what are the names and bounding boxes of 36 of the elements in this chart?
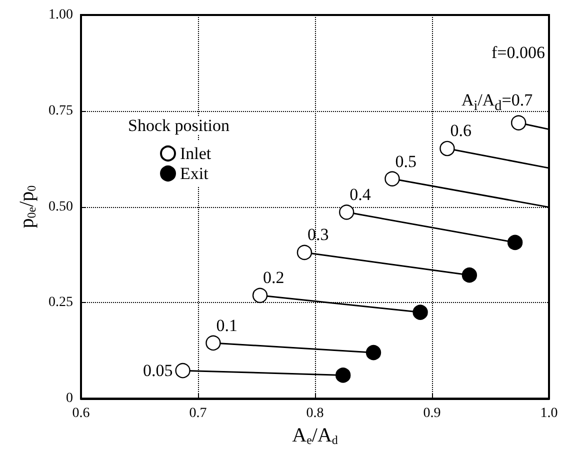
point (366, 344, 382, 360)
annotation: 0.5 (395, 152, 416, 171)
annotation: 0.05 (143, 360, 173, 380)
point (384, 171, 400, 186)
annotation: A$_{i}$/A$_{d}$=0.7 (461, 90, 533, 115)
y-tick-label: 0 (66, 391, 73, 406)
annotation: 0.1 (216, 316, 238, 335)
point (462, 267, 478, 283)
x-tick-label: 0.7 (189, 406, 207, 422)
point (440, 140, 455, 156)
y-tick-label: 0.50 (48, 199, 73, 214)
x-tick-label: 0.6 (72, 406, 90, 422)
legend-label: Exit (180, 164, 209, 183)
point (335, 368, 351, 383)
point (175, 363, 190, 378)
annotation: 0.6 (450, 121, 472, 140)
point (507, 234, 523, 250)
y-tick-label: 0.25 (48, 295, 73, 310)
y-tick-label: 1.00 (48, 8, 73, 22)
legend-title: Shock position (128, 116, 230, 135)
point (206, 335, 221, 351)
point (296, 244, 312, 260)
legend-label: Inlet (180, 144, 212, 163)
point (412, 304, 428, 320)
x-tick-label: 0.9 (423, 406, 441, 422)
annotation: 0.4 (350, 185, 371, 204)
y-axis-title: p0e/p0 (16, 185, 39, 228)
point (252, 288, 268, 304)
y-tick-label: 0.75 (48, 103, 73, 118)
annotation: 0.2 (263, 268, 284, 288)
x-tick-label: 0.8 (306, 406, 324, 422)
x-tick-label: 1.0 (540, 406, 558, 422)
point (339, 204, 354, 220)
annotation: 0.3 (307, 225, 329, 244)
annotation: f=0.006 (492, 43, 545, 62)
point (510, 115, 526, 130)
